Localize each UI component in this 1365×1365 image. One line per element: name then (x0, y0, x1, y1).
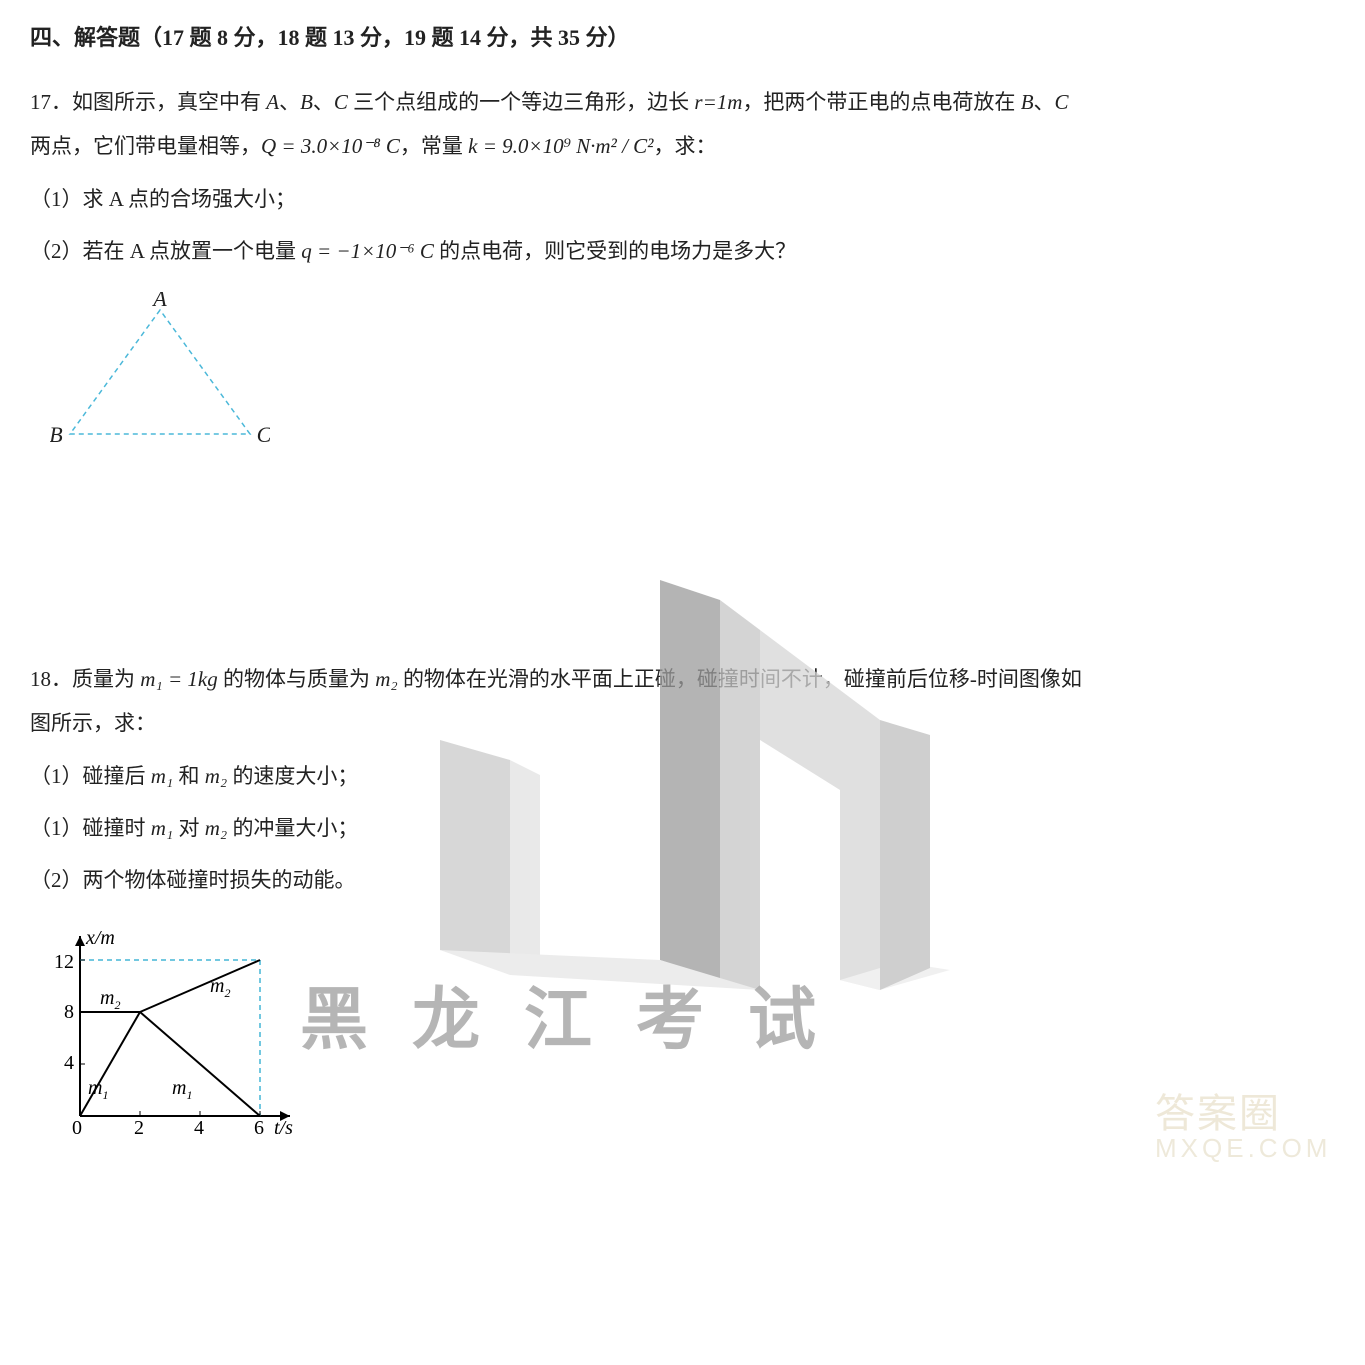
ytick-4: 4 (64, 1052, 74, 1074)
ytick-12: 12 (54, 951, 74, 973)
series-m2-after (140, 960, 260, 1012)
q18-p2-b: 对 (173, 816, 205, 840)
q18-p1-c: 的速度大小； (227, 764, 358, 788)
q17-B2: B (1021, 90, 1034, 114)
q17-t1: 17．如图所示，真空中有 (30, 90, 266, 114)
q17-p2-a: （2）若在 A 点放置一个电量 (30, 239, 301, 263)
q17-t6: ，求： (653, 134, 716, 158)
q17-t4: 两点，它们带电量相等， (30, 134, 261, 158)
triangle-label-A: A (151, 292, 167, 311)
q18-m2a: m₂ (375, 667, 397, 691)
q17-req: r=1m (694, 90, 742, 114)
label-m2-before: m2 (100, 987, 120, 1012)
q18-line2: 图所示，求： (30, 701, 1325, 745)
q18-p3: （2）两个物体碰撞时损失的动能。 (30, 859, 1325, 901)
q17-C2: C (1055, 90, 1069, 114)
q18-p1-b: 和 (173, 764, 205, 788)
q18-t3: 的物体在光滑的水平面上正碰，碰撞时间不计，碰撞前后位移-时间图像如 (398, 667, 1082, 691)
q17-p2: （2）若在 A 点放置一个电量 q = −1×10⁻⁶ C 的点电荷，则它受到的… (30, 230, 1325, 272)
q18-p2-m1: m₁ (151, 816, 173, 840)
q17-C1: C (334, 90, 348, 114)
section-title: 四、解答题（17 题 8 分，18 题 13 分，19 题 14 分，共 35 … (30, 20, 1325, 52)
exam-page: 四、解答题（17 题 8 分，18 题 13 分，19 题 14 分，共 35 … (0, 0, 1365, 1191)
q18-t1: 18．质量为 (30, 667, 140, 691)
q17-line2: 两点，它们带电量相等，Q = 3.0×10⁻⁸ C，常量 k = 9.0×10⁹… (30, 124, 1325, 168)
spacer (30, 537, 1325, 657)
q18-p1-a: （1）碰撞后 (30, 764, 151, 788)
q17-A1: A (266, 90, 279, 114)
tick-6: 6 (254, 1117, 264, 1139)
q17-B1: B (300, 90, 313, 114)
triangle-label-C: C (257, 422, 270, 447)
q18-p2-c: 的冲量大小； (227, 816, 358, 840)
q17-t2: 三个点组成的一个等边三角形，边长 (348, 90, 695, 114)
q17-p1: （1）求 A 点的合场强大小； (30, 178, 1325, 220)
triangle-shape (70, 310, 250, 434)
label-m1-after: m1 (172, 1077, 192, 1102)
label-m1-before: m1 (88, 1077, 108, 1102)
label-m2-after: m2 (210, 975, 230, 1000)
q17-sep3: 、 (1034, 90, 1055, 114)
q17-sep1: 、 (279, 90, 300, 114)
x-axis-label: t/s (274, 1117, 293, 1139)
q18-p2: （1）碰撞时 m₁ 对 m₂ 的冲量大小； (30, 807, 1325, 849)
xt-graph-svg: 0 2 4 6 4 8 12 x/m t/s (30, 926, 310, 1146)
q18-line1: 18．质量为 m₁ = 1kg 的物体与质量为 m₂ 的物体在光滑的水平面上正碰… (30, 657, 1325, 701)
tick-2: 2 (134, 1117, 144, 1139)
series-m1-after (140, 1012, 260, 1116)
q17-keq: k = 9.0×10⁹ N·m² / C² (468, 134, 653, 158)
tick-0: 0 (72, 1117, 82, 1139)
y-axis-arrow (75, 936, 85, 946)
triangle-svg: A B C (50, 292, 270, 452)
q18-p1: （1）碰撞后 m₁ 和 m₂ 的速度大小； (30, 755, 1325, 797)
q18-m1eq: m₁ = 1kg (140, 667, 217, 691)
q18-graph-figure: 0 2 4 6 4 8 12 x/m t/s (30, 926, 1325, 1151)
q17-triangle-figure: A B C (50, 292, 1325, 457)
q17-t3: ，把两个带正电的点电荷放在 (742, 90, 1020, 114)
q17-p2-b: 的点电荷，则它受到的电场力是多大？ (434, 239, 796, 263)
q17-Qeq: Q = 3.0×10⁻⁸ C (261, 134, 400, 158)
y-axis-label: x/m (85, 927, 115, 949)
q18-t2: 的物体与质量为 (218, 667, 376, 691)
tick-4: 4 (194, 1117, 204, 1139)
ytick-8: 8 (64, 1001, 74, 1023)
q17-line1: 17．如图所示，真空中有 A、B、C 三个点组成的一个等边三角形，边长 r=1m… (30, 80, 1325, 124)
q18-p1-m2: m₂ (205, 764, 227, 788)
series-m1-before (80, 1012, 140, 1116)
q18-p2-a: （1）碰撞时 (30, 816, 151, 840)
q17-sep2: 、 (313, 90, 334, 114)
triangle-label-B: B (50, 422, 63, 447)
q18-p1-m1: m₁ (151, 764, 173, 788)
q17-qeq: q = −1×10⁻⁶ C (301, 239, 434, 263)
q18-p2-m2: m₂ (205, 816, 227, 840)
q17-t5: ，常量 (400, 134, 468, 158)
